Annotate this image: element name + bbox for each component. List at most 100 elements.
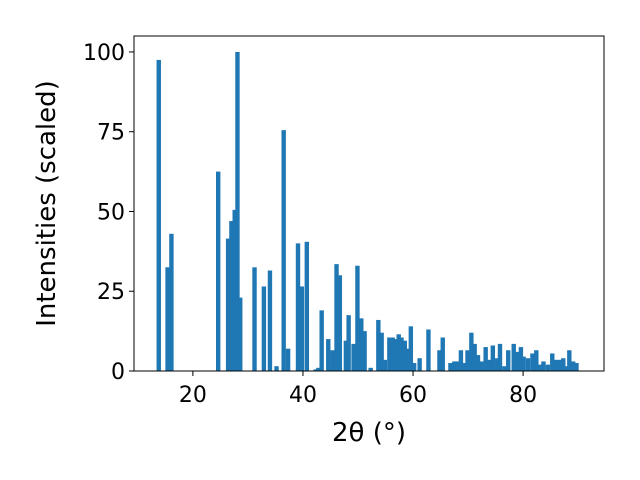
bar <box>337 275 343 371</box>
bar <box>561 358 566 371</box>
bar <box>545 364 551 371</box>
bar <box>518 347 524 371</box>
bar <box>304 241 310 371</box>
bar <box>355 265 360 371</box>
bar <box>570 361 576 371</box>
bar <box>437 350 442 371</box>
bar <box>440 337 445 371</box>
bar <box>550 353 555 371</box>
bar <box>506 350 511 371</box>
y-tick-label: 50 <box>97 200 125 225</box>
bar <box>165 267 170 371</box>
bar <box>368 367 373 371</box>
bar <box>351 343 356 371</box>
bar <box>455 361 460 371</box>
bar <box>376 319 381 371</box>
bar <box>530 353 535 371</box>
bar <box>326 339 331 371</box>
plot-frame <box>133 35 605 372</box>
bar <box>334 264 339 371</box>
bar <box>313 369 318 371</box>
bar <box>469 332 474 371</box>
bar <box>408 326 414 371</box>
bar <box>225 238 231 371</box>
bar <box>235 51 240 371</box>
bar <box>472 343 477 371</box>
bar <box>487 359 492 371</box>
bar <box>390 337 395 371</box>
y-tick-label: 75 <box>97 121 125 146</box>
bar <box>267 270 273 371</box>
bar <box>538 364 543 371</box>
bar <box>495 358 500 371</box>
bar <box>285 348 291 371</box>
bar <box>281 130 286 371</box>
bar <box>295 243 301 371</box>
x-tick-label: 80 <box>509 383 537 408</box>
bar <box>382 359 388 371</box>
bar <box>343 340 349 371</box>
bar <box>483 347 488 371</box>
bar <box>479 361 484 371</box>
bar <box>497 343 503 371</box>
bar <box>448 363 453 371</box>
bar <box>490 345 496 371</box>
bar <box>553 359 558 371</box>
bar <box>574 363 579 371</box>
bar <box>252 267 257 371</box>
bar <box>238 297 243 371</box>
bar <box>396 334 401 371</box>
bar <box>462 363 467 371</box>
bar <box>557 359 562 371</box>
bar <box>514 351 520 371</box>
bar <box>261 286 267 371</box>
bar <box>299 286 305 371</box>
bar <box>452 361 457 371</box>
bar <box>316 367 321 371</box>
x-axis-label: 2θ (°) <box>332 418 406 448</box>
bar <box>393 339 398 371</box>
bar <box>567 350 572 371</box>
bars-group <box>156 51 579 372</box>
bar <box>541 361 546 371</box>
bar <box>426 329 431 371</box>
y-tick-label: 25 <box>97 280 125 305</box>
bar <box>362 331 367 371</box>
bar <box>387 337 392 371</box>
bar <box>502 366 507 371</box>
x-axis-ticks: 20 40 60 80 <box>179 371 537 408</box>
bar <box>216 171 221 371</box>
y-tick-label: 100 <box>83 41 125 66</box>
bar <box>465 350 470 371</box>
x-tick-label: 40 <box>289 383 317 408</box>
bar <box>359 318 364 371</box>
bar <box>346 315 351 371</box>
bar <box>402 340 407 371</box>
bar <box>229 221 234 371</box>
bar <box>511 343 516 371</box>
bar <box>458 350 464 371</box>
y-axis-label: Intensities (scaled) <box>32 80 62 327</box>
x-tick-label: 60 <box>399 383 427 408</box>
y-tick-label: 0 <box>111 360 125 385</box>
bar <box>563 366 569 371</box>
bar <box>169 233 174 371</box>
bar <box>232 209 237 371</box>
bar <box>379 332 384 371</box>
bar <box>411 363 417 371</box>
bar <box>405 348 410 371</box>
bar <box>525 358 531 371</box>
bar <box>274 366 279 371</box>
bar <box>156 59 161 372</box>
bar <box>330 350 335 371</box>
bar <box>319 310 324 371</box>
y-axis-ticks: 0 25 50 75 100 <box>83 41 134 385</box>
x-tick-label: 20 <box>179 383 207 408</box>
bar <box>521 356 526 371</box>
bar <box>534 350 539 371</box>
bar <box>475 355 481 371</box>
bar <box>417 358 422 371</box>
bar <box>399 337 404 371</box>
